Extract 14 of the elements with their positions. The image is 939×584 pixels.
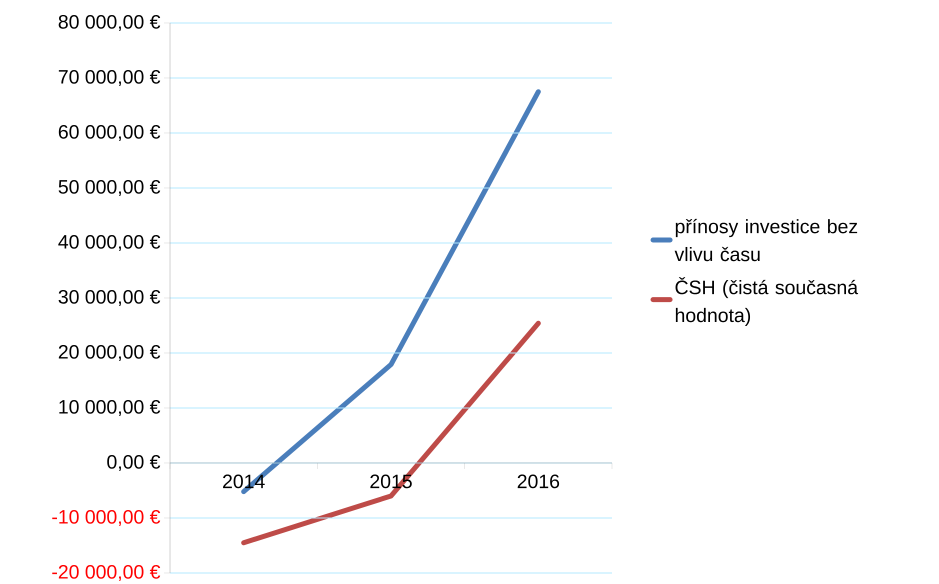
y-tick-label: 50 000,00 € [58, 180, 160, 196]
y-tick-label: 40 000,00 € [58, 234, 160, 252]
x-tick-label: 2016 [518, 474, 560, 488]
y-tick-label: 0,00 € [107, 454, 160, 472]
y-tick-label: -10 000,00 € [52, 510, 160, 526]
y-tick-label: 70 000,00 € [58, 70, 160, 86]
legend-label: ČSH (čistá současná hodnota) [676, 277, 858, 326]
legend-label: přínosy investice bez vlivu času [674, 218, 858, 262]
y-tick-label: 10 000,00 € [59, 400, 160, 416]
y-tick-label: -20 000,00 € [52, 564, 160, 582]
y-tick-label: 30 000,00 € [58, 290, 160, 306]
y-tick-label: 20 000,00 € [58, 344, 160, 362]
y-tick-label: 80 000,00 € [58, 14, 160, 32]
y-tick-label: 60 000,00 € [58, 124, 160, 142]
